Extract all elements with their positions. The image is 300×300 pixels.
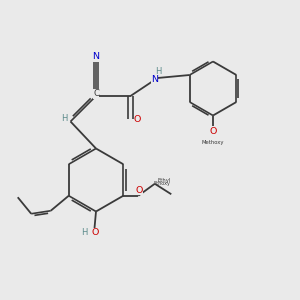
Text: N: N (92, 52, 100, 61)
Text: Ethoxy: Ethoxy (153, 181, 170, 186)
Text: H: H (61, 114, 67, 123)
Text: N: N (151, 75, 158, 84)
Text: O: O (209, 128, 217, 136)
Text: Methoxy: Methoxy (202, 140, 224, 145)
Text: C: C (93, 89, 99, 98)
Text: Ethyl: Ethyl (157, 178, 170, 183)
Text: H: H (155, 67, 161, 76)
Text: O: O (135, 186, 142, 195)
Text: O: O (92, 228, 99, 237)
Text: H: H (81, 228, 87, 237)
Text: O: O (134, 116, 141, 124)
